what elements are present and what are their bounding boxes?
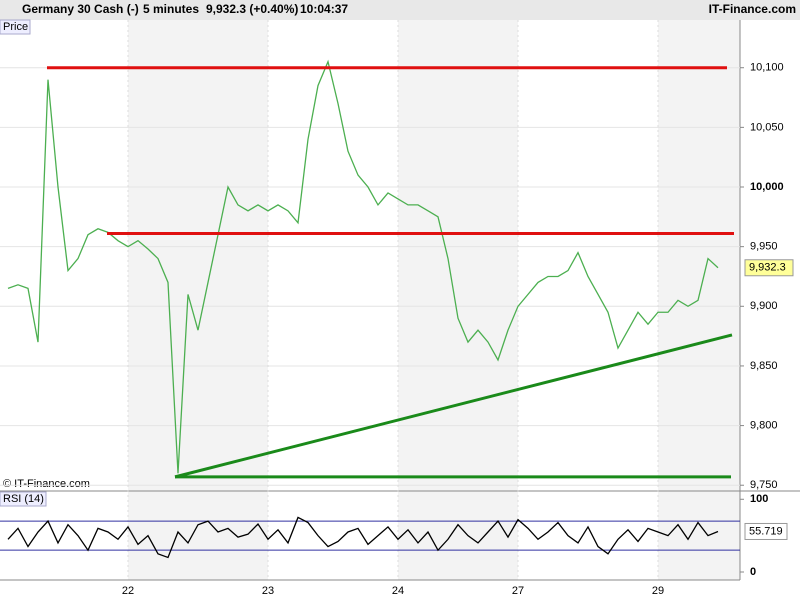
rsi-tick-label: 0 (750, 566, 756, 578)
y-tick-label: 10,050 (750, 121, 784, 133)
price-line (7, 59, 719, 474)
last-price-label: 9,932.3 (749, 262, 786, 274)
x-tick-label: 29 (652, 585, 664, 597)
header-bar (0, 0, 800, 20)
last-price-box (744, 259, 794, 277)
y-tick-label: 9,750 (750, 479, 778, 491)
panel-label-box (0, 19, 31, 35)
interval: 5 minutes (143, 2, 199, 16)
panel-label: Price (3, 21, 28, 33)
instrument: Germany 30 Cash (-) (22, 2, 139, 16)
y-tick-label: 10,100 (750, 62, 784, 74)
day-band (128, 20, 268, 580)
y-tick-label: 9,800 (750, 419, 778, 431)
y-tick-label: 9,950 (750, 241, 778, 253)
y-tick-label: 10,000 (750, 181, 784, 193)
rsi-line (7, 516, 719, 559)
brand: IT-Finance.com (709, 2, 796, 16)
rsi-last-box (744, 522, 788, 540)
rsi-label-box (0, 491, 47, 507)
y-tick-label: 9,900 (750, 300, 778, 312)
rsi-last-label: 55.719 (749, 525, 783, 537)
day-band (658, 20, 740, 580)
rsi-label: RSI (14) (3, 493, 44, 505)
trendline (174, 333, 733, 479)
x-tick-label: 22 (122, 585, 134, 597)
x-tick-label: 27 (512, 585, 524, 597)
y-tick-label: 9,850 (750, 360, 778, 372)
time: 10:04:37 (300, 2, 348, 16)
rsi-tick-label: 100 (750, 493, 768, 505)
copyright: © IT-Finance.com (3, 478, 90, 490)
day-band (398, 20, 518, 580)
x-tick-label: 24 (392, 585, 404, 597)
x-tick-label: 23 (262, 585, 274, 597)
quote: 9,932.3 (+0.40%) (206, 2, 298, 16)
